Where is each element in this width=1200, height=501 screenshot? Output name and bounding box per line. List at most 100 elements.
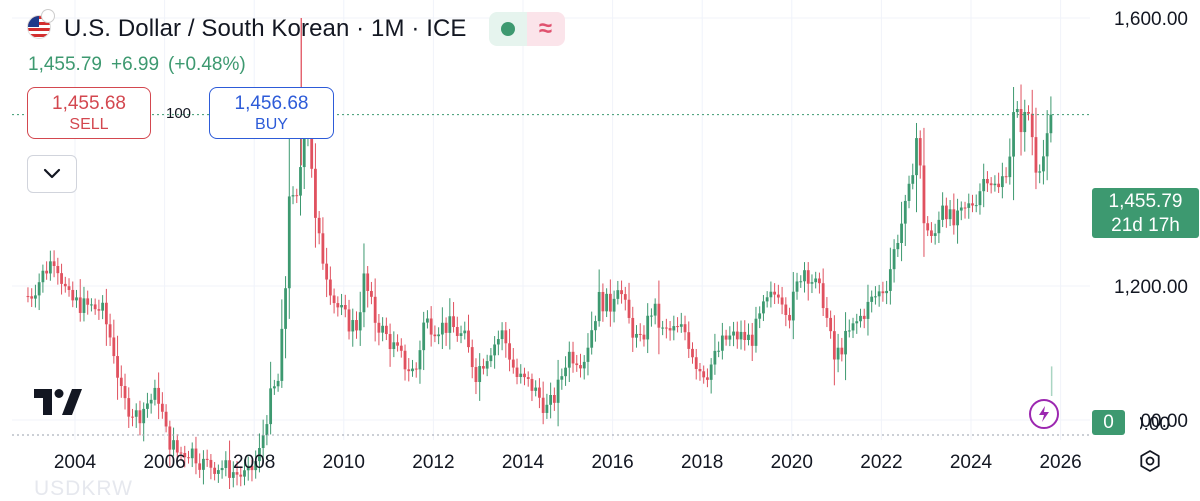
candle-body	[519, 373, 523, 378]
candle-body	[302, 129, 306, 168]
candle-body	[907, 183, 911, 201]
candle-body	[646, 315, 650, 340]
candle-body	[403, 350, 407, 370]
candle-body	[885, 290, 889, 294]
candle-body	[739, 331, 743, 340]
candle-body	[149, 399, 153, 404]
candle-body	[918, 138, 922, 166]
price-change-percent: (+0.48%)	[168, 54, 246, 75]
candle-body	[594, 321, 597, 331]
candle-body	[396, 342, 399, 346]
candle-body	[597, 291, 601, 322]
candle-body	[601, 291, 605, 312]
price-chart[interactable]: 2,000.001,800.001,600.001,200.001,000.00…	[0, 0, 1200, 489]
candle-body	[803, 270, 806, 282]
candle-body	[877, 291, 881, 297]
candle-body	[467, 330, 470, 348]
candle-body	[250, 465, 254, 471]
symbol-watermark: USDKRW	[34, 477, 133, 500]
candlestick-series	[12, 18, 1090, 489]
candle-body	[679, 324, 683, 327]
candle-body	[821, 283, 825, 309]
settings-icon[interactable]	[1138, 449, 1162, 478]
candle-body	[134, 410, 138, 417]
candle-body	[37, 282, 41, 296]
symbol-title[interactable]: U.S. Dollar / South Korean · 1M · ICE	[64, 15, 467, 42]
candle-body	[336, 303, 340, 308]
candle-body	[769, 291, 773, 298]
candle-body	[687, 332, 691, 349]
candle-body	[571, 351, 575, 364]
candle-body	[437, 334, 441, 337]
candle-body	[175, 440, 179, 453]
candle-body	[515, 367, 519, 378]
candle-body	[287, 196, 291, 289]
candle-body	[93, 304, 97, 310]
candle-body	[422, 322, 426, 351]
candle-body	[851, 323, 855, 331]
buy-label: BUY	[255, 116, 288, 133]
collapse-button[interactable]	[27, 155, 77, 193]
candle-body	[743, 331, 747, 341]
candle-body	[392, 342, 396, 350]
candle-body	[231, 472, 235, 478]
candle-body	[216, 470, 220, 474]
sell-label: SELL	[69, 116, 109, 133]
candle-body	[691, 348, 694, 358]
candle-body	[530, 378, 534, 391]
candle-body	[564, 367, 567, 377]
candle-body	[747, 334, 750, 341]
status-pill[interactable]: ≈	[488, 12, 565, 46]
candle-body	[407, 369, 411, 372]
candle-body	[164, 411, 168, 427]
x-tick-label: 2014	[502, 452, 545, 473]
candle-body	[448, 316, 452, 333]
candle-body	[254, 461, 258, 471]
lightning-icon[interactable]	[1029, 399, 1059, 429]
candle-body	[806, 270, 810, 284]
candle-body	[575, 363, 579, 366]
sell-button[interactable]: 1,455.68 SELL	[27, 87, 151, 139]
candle-body	[459, 333, 463, 336]
x-tick-label: 2024	[950, 452, 993, 473]
candle-body	[75, 297, 78, 301]
candle-body	[855, 321, 859, 324]
wave-icon[interactable]: ≈	[526, 12, 565, 46]
candle-body	[478, 366, 482, 383]
candle-body	[343, 305, 347, 310]
candle-body	[485, 361, 489, 369]
symbol-header: U.S. Dollar / South Korean · 1M · ICE ≈	[28, 10, 565, 46]
candle-body	[246, 465, 250, 471]
candle-body	[373, 296, 377, 323]
candle-body	[1038, 171, 1042, 173]
candle-body	[683, 324, 687, 333]
candle-body	[1049, 114, 1053, 134]
candle-body	[911, 175, 915, 184]
candle-body	[362, 273, 366, 313]
y-tick-label: 1,600.00	[1114, 9, 1188, 30]
candle-body	[1027, 111, 1030, 114]
candle-body	[213, 467, 217, 474]
candle-body	[534, 387, 538, 391]
candle-body	[694, 357, 698, 369]
candle-body	[291, 195, 295, 197]
candle-body	[314, 168, 317, 218]
y-tick-label: 1,200.00	[1114, 277, 1188, 298]
candle-body	[138, 410, 142, 424]
market-status-dot-icon	[500, 22, 515, 36]
candle-body	[896, 243, 900, 250]
candle-body	[108, 324, 112, 338]
market-open-status[interactable]	[488, 12, 527, 46]
candle-body	[926, 223, 930, 231]
candle-body	[452, 316, 455, 328]
candle-body	[224, 460, 228, 468]
candle-body	[411, 368, 414, 372]
candle-body	[104, 302, 108, 325]
candle-body	[131, 416, 134, 418]
candle-body	[986, 178, 989, 184]
candle-body	[814, 278, 818, 283]
tradingview-logo-icon[interactable]	[34, 389, 82, 420]
buy-button[interactable]: 1,456.68 BUY	[209, 87, 334, 139]
candle-body	[840, 347, 844, 355]
candle-body	[937, 219, 941, 234]
